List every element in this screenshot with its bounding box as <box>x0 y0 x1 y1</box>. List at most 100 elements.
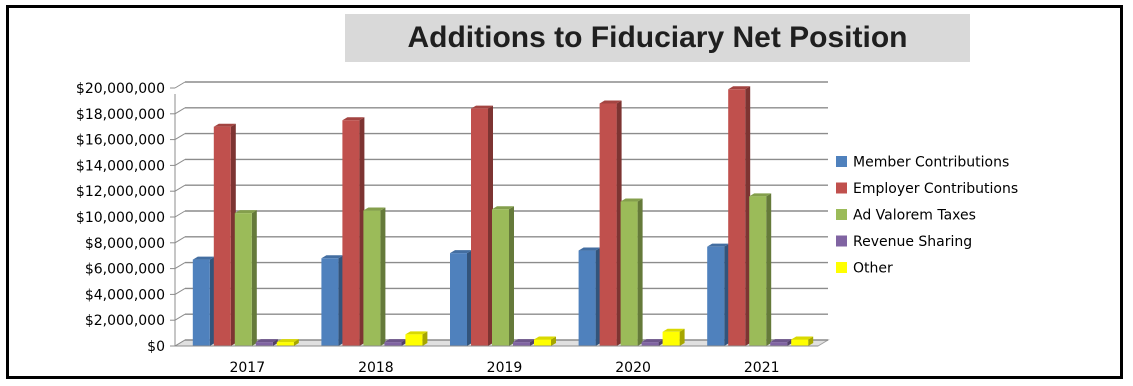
y-tick-label: $18,000,000 <box>76 107 165 123</box>
gridline-depth <box>174 184 186 192</box>
y-tick-label: $2,000,000 <box>85 313 165 329</box>
bar-side <box>616 100 622 346</box>
chart-title-background <box>345 14 970 62</box>
bar-top <box>213 123 236 127</box>
bar-top <box>749 193 772 197</box>
bar-top <box>578 247 601 251</box>
bar <box>255 342 273 346</box>
bar-side <box>637 198 643 346</box>
gridline-depth <box>174 236 186 244</box>
bar-top <box>770 339 793 343</box>
bar-side <box>808 336 814 346</box>
y-tick-label: $8,000,000 <box>85 236 165 252</box>
bar-side <box>787 339 793 346</box>
legend-label: Revenue Sharing <box>853 234 972 250</box>
y-tick-label: $6,000,000 <box>85 262 165 278</box>
gridline-depth <box>174 287 186 295</box>
bar-side <box>488 105 493 346</box>
bar-top <box>405 331 428 335</box>
bar-top <box>662 328 685 332</box>
bar <box>384 342 402 346</box>
bar <box>641 342 659 346</box>
y-tick-label: $14,000,000 <box>76 158 165 174</box>
bar <box>492 209 509 346</box>
bar-side <box>359 117 365 346</box>
y-tick-label: $16,000,000 <box>76 133 165 149</box>
bar-top <box>342 117 365 121</box>
bar-side <box>679 328 685 346</box>
bar-side <box>724 243 730 346</box>
bar-side <box>422 331 428 346</box>
bar-top <box>234 210 257 214</box>
bar-top <box>599 100 622 104</box>
bar-top <box>276 339 299 343</box>
bar <box>363 210 381 346</box>
bar <box>342 120 360 346</box>
bar <box>321 258 339 346</box>
bar-top <box>471 105 493 109</box>
bar <box>471 108 488 346</box>
bar-top <box>255 339 278 343</box>
chart-frame <box>6 5 1123 379</box>
y-tick-label: $10,000,000 <box>76 210 165 226</box>
bar-top <box>728 86 751 90</box>
bar-side <box>509 206 514 346</box>
bar <box>405 334 423 346</box>
legend-swatch <box>836 182 847 194</box>
bar <box>276 342 294 346</box>
bar <box>599 103 617 346</box>
bar <box>728 89 746 346</box>
gridline-depth <box>174 81 186 89</box>
x-tick-label: 2018 <box>358 360 394 376</box>
x-tick-label: 2017 <box>229 360 265 376</box>
bar-top <box>321 255 344 259</box>
bar-side <box>230 123 236 346</box>
bar-side <box>551 336 556 346</box>
bar-top <box>620 198 643 202</box>
bar-top <box>707 243 730 247</box>
bar-side <box>467 250 472 346</box>
bar-side <box>380 207 386 346</box>
gridline-depth <box>174 262 186 270</box>
bar <box>791 339 809 346</box>
bar-side <box>293 339 299 346</box>
gridline-depth <box>174 158 186 166</box>
chart-title: Additions to Fiduciary Net Position <box>407 21 908 54</box>
bar-top <box>450 250 472 254</box>
bar <box>620 201 638 346</box>
legend-swatch <box>836 156 847 167</box>
gridline-depth <box>174 313 186 321</box>
bar-side <box>272 339 278 346</box>
bar-top <box>192 256 215 260</box>
bar <box>534 339 551 346</box>
y-tick-label: $4,000,000 <box>85 287 165 303</box>
bar <box>513 342 530 346</box>
y-tick-label: $20,000,000 <box>76 81 165 97</box>
bar-side <box>658 339 664 346</box>
legend-label: Other <box>853 261 893 277</box>
bar-side <box>766 193 772 346</box>
gridline-depth <box>174 210 186 218</box>
legend-swatch <box>836 235 847 247</box>
y-tick-label: $12,000,000 <box>76 184 165 200</box>
bar-top <box>534 336 556 340</box>
bar-top <box>513 339 535 343</box>
gridline-depth <box>174 107 186 115</box>
bar-side <box>338 255 344 346</box>
bar <box>234 213 252 346</box>
bar-side <box>251 210 257 346</box>
y-tick-label: $0 <box>147 339 165 355</box>
bar <box>213 126 231 346</box>
bar-top <box>384 339 407 343</box>
bar <box>749 196 767 346</box>
legend-label: Member Contributions <box>853 155 1009 171</box>
bar <box>770 342 788 346</box>
bar <box>450 253 467 346</box>
bar-side <box>530 339 535 346</box>
x-tick-label: 2019 <box>487 360 523 376</box>
bar <box>192 259 210 346</box>
legend-swatch <box>836 209 847 220</box>
legend-label: Ad Valorem Taxes <box>853 208 976 224</box>
bar-top <box>363 207 386 211</box>
